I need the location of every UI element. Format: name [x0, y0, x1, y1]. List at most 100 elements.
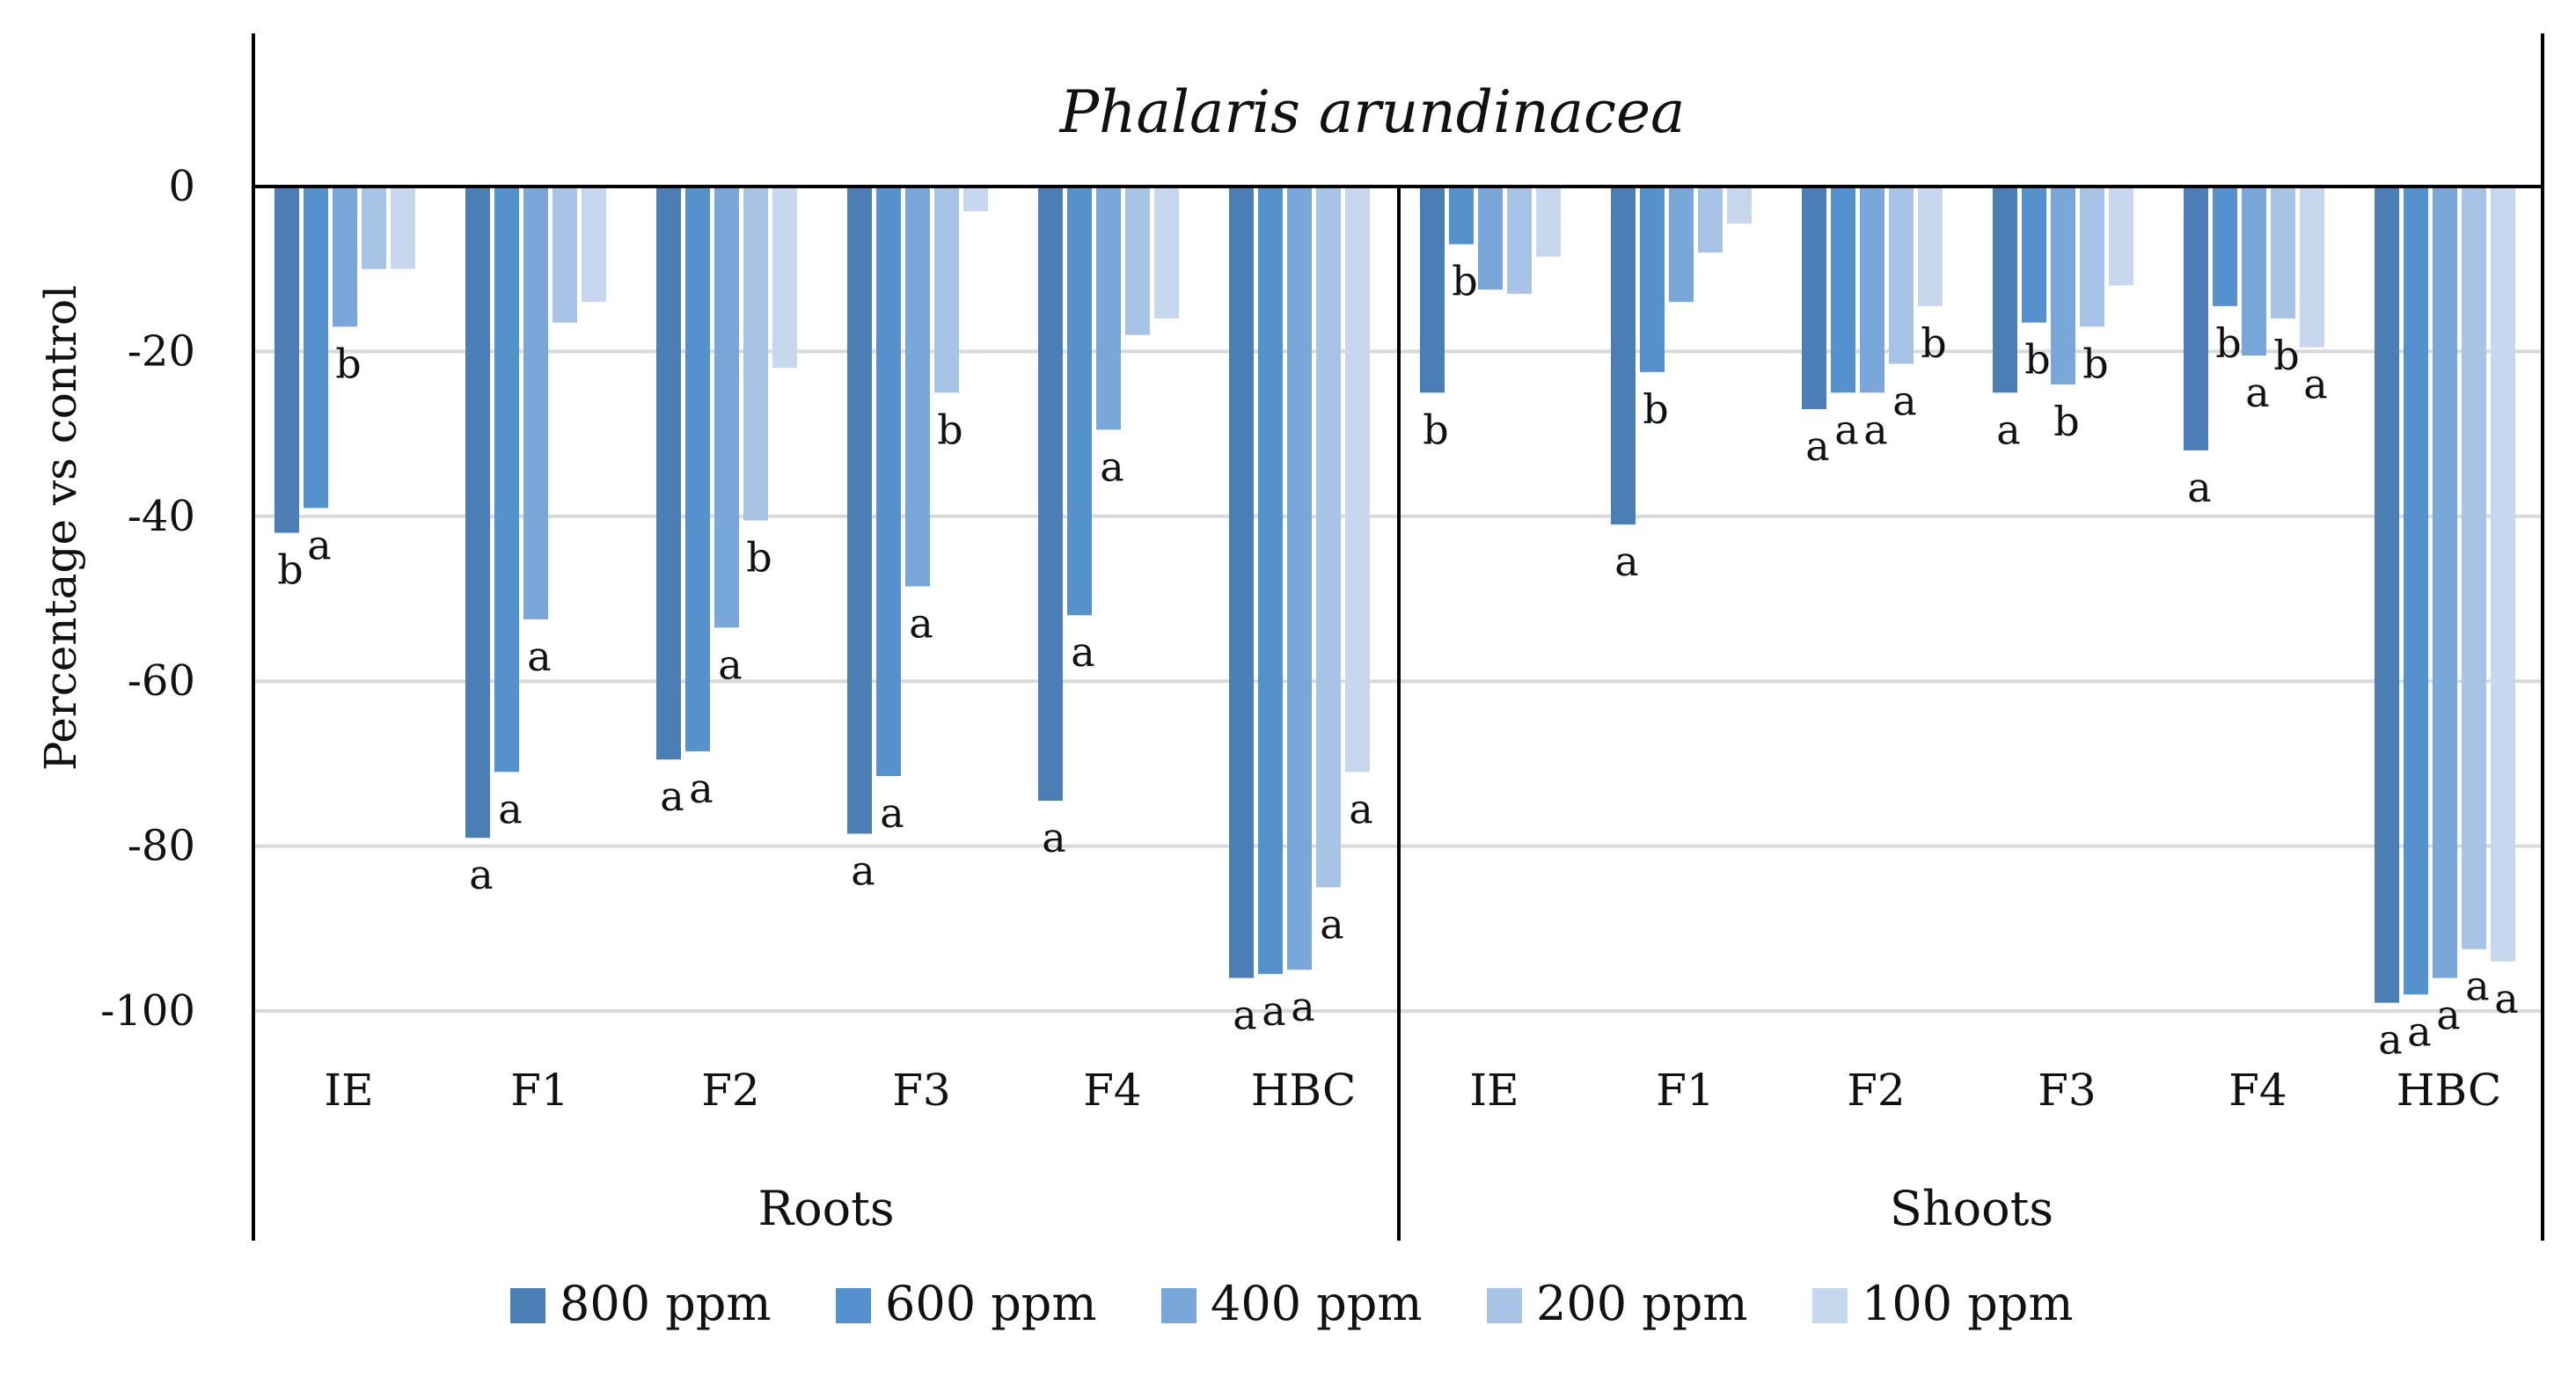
significance-letter: a	[307, 521, 331, 568]
y-tick-label: -100	[100, 986, 195, 1036]
bar	[2491, 187, 2515, 962]
category-label: IE	[1469, 1065, 1519, 1116]
bar	[2184, 187, 2208, 450]
bar	[1993, 187, 2017, 393]
bar	[2022, 187, 2046, 323]
bar	[494, 187, 519, 773]
bar	[465, 187, 490, 839]
significance-letter: b	[2024, 336, 2050, 384]
bar	[1918, 187, 1943, 306]
bar	[1449, 187, 1474, 245]
bar	[1096, 187, 1121, 430]
category-label: F3	[2038, 1065, 2097, 1116]
bar	[1802, 187, 1826, 409]
bar	[1831, 187, 1855, 393]
axes	[252, 33, 2544, 1241]
significance-letter: a	[1349, 785, 1372, 832]
legend-swatch	[510, 1288, 545, 1323]
significance-letter: a	[1042, 814, 1065, 861]
bar	[1067, 187, 1092, 616]
category-label: F2	[1847, 1065, 1906, 1116]
bar	[2375, 187, 2399, 1003]
bar	[1258, 187, 1283, 974]
bar	[2080, 187, 2104, 327]
bar	[1640, 187, 1665, 372]
significance-letter: a	[2407, 1007, 2431, 1055]
category-label: HBC	[1251, 1065, 1357, 1116]
significance-letter: a	[2303, 361, 2327, 408]
bar	[1316, 187, 1341, 888]
bar	[905, 187, 930, 587]
significance-letter: b	[1643, 385, 1668, 433]
bar	[362, 187, 386, 269]
y-tick-labels: 0 -20 -40 -60 -80 -100	[100, 162, 195, 1036]
significance-letter: a	[2378, 1016, 2402, 1064]
bar	[2051, 187, 2075, 385]
legend-label: 600 ppm	[885, 1276, 1097, 1331]
group-label: Shoots	[1890, 1181, 2053, 1236]
bar	[553, 187, 577, 323]
significance-letter: b	[2082, 340, 2108, 387]
bar	[1507, 187, 1532, 294]
bars	[274, 187, 2515, 1003]
significance-letter: b	[1423, 406, 1448, 453]
bar	[963, 187, 988, 212]
category-labels: IE F1 F2 F3 F4 HBC IE F1 F2 F3 F4 HBC	[324, 1065, 2501, 1116]
significance-letter: a	[1262, 987, 1285, 1035]
significance-letter: a	[689, 765, 713, 812]
bar	[876, 187, 901, 776]
y-axis-label: Percentage vs control	[35, 285, 86, 771]
significance-letter: b	[1452, 258, 1477, 305]
bar	[582, 187, 606, 303]
significance-letter: b	[335, 340, 361, 387]
bar	[1727, 187, 1752, 224]
significance-letter: a	[469, 851, 493, 898]
significance-letter: a	[527, 633, 551, 680]
significance-letter: a	[1233, 992, 1256, 1039]
significance-letter: b	[937, 406, 962, 453]
significance-letter: a	[851, 847, 875, 895]
significance-letter: a	[1614, 538, 1638, 585]
significance-letter: b	[2273, 332, 2299, 379]
bar	[304, 187, 328, 509]
significance-letter: a	[660, 773, 684, 820]
significance-letter: b	[2053, 398, 2079, 445]
category-label: F3	[892, 1065, 951, 1116]
bar	[2300, 187, 2324, 348]
bar	[1420, 187, 1445, 393]
bar	[2271, 187, 2295, 319]
significance-letter: b	[277, 546, 303, 594]
y-tick-label: -40	[128, 492, 195, 541]
significance-letter: a	[2245, 369, 2269, 416]
significance-letter: a	[1291, 983, 1314, 1030]
significance-letter: a	[2494, 975, 2518, 1022]
significance-letter: a	[880, 789, 904, 837]
y-tick-label: -80	[128, 822, 195, 871]
legend-label: 800 ppm	[560, 1276, 772, 1331]
significance-letter: a	[498, 785, 522, 832]
significance-letter: a	[1996, 406, 2020, 453]
bar	[1478, 187, 1503, 290]
bar	[2462, 187, 2486, 949]
legend-swatch	[1487, 1288, 1522, 1323]
bar	[1536, 187, 1561, 257]
legend: 800 ppm 600 ppm 400 ppm 200 ppm 100 ppm	[510, 1276, 2074, 1331]
bar	[1345, 187, 1370, 773]
category-label: F1	[510, 1065, 569, 1116]
legend-swatch	[1161, 1288, 1197, 1323]
significance-letter: a	[1805, 422, 1829, 470]
bar	[333, 187, 357, 327]
category-label: HBC	[2397, 1065, 2502, 1116]
legend-swatch	[836, 1288, 871, 1323]
significance-letter: b	[746, 533, 772, 581]
significance-letter: a	[1892, 377, 1916, 424]
bar	[714, 187, 739, 628]
bar	[1669, 187, 1694, 303]
bar	[1125, 187, 1150, 335]
bar	[1611, 187, 1636, 525]
legend-label: 100 ppm	[1862, 1276, 2074, 1331]
category-label: F4	[1083, 1065, 1142, 1116]
